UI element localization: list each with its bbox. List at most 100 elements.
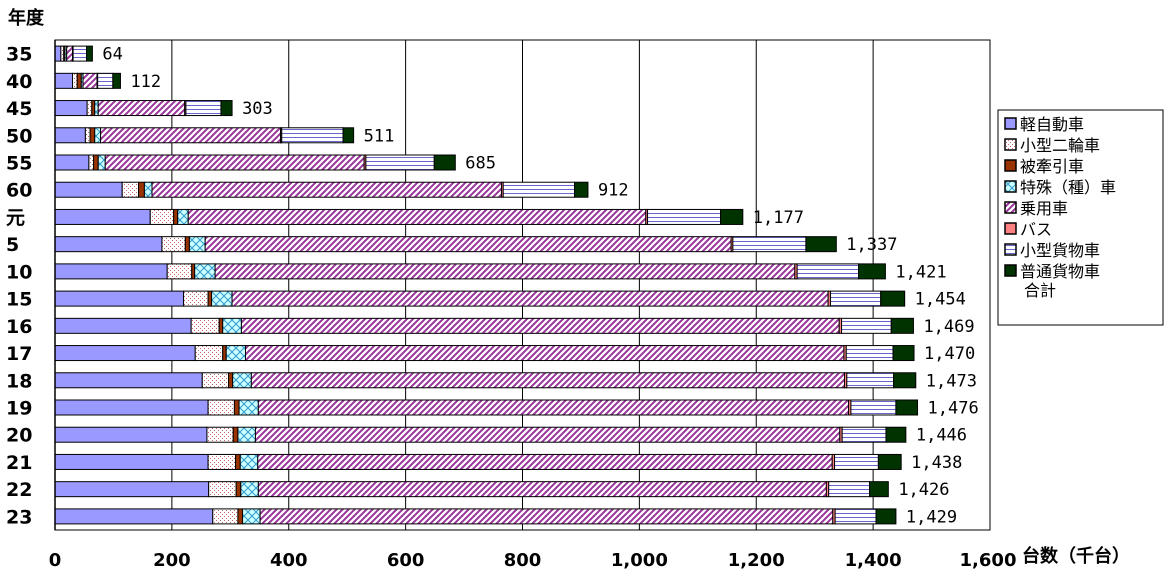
legend-swatch — [1004, 222, 1017, 235]
gridlines — [54, 39, 991, 531]
bar-segment — [72, 72, 78, 89]
bar-segment — [204, 236, 732, 253]
bar-segment — [228, 372, 234, 389]
legend-label: 小型二輪車 — [1020, 136, 1100, 155]
bar-segment — [94, 100, 99, 117]
x-tick-label: 200 — [153, 550, 191, 571]
bar-segment — [185, 100, 222, 117]
total-label: 1,429 — [906, 507, 957, 527]
y-tick-label: 35 — [6, 44, 32, 66]
bar-segment — [54, 127, 86, 144]
bar-segment — [242, 508, 261, 525]
bar-segment — [239, 453, 259, 470]
bar-segment — [212, 508, 239, 525]
y-tick-label: 22 — [6, 479, 32, 501]
bar-segment — [829, 290, 882, 307]
y-axis-title: 年度 — [8, 7, 45, 29]
bar-segment — [207, 290, 213, 307]
bar-segment — [885, 426, 907, 443]
bar-segment — [222, 317, 242, 334]
bar-segment — [647, 208, 722, 225]
legend-swatch — [1004, 159, 1017, 172]
bar-segment — [880, 290, 906, 307]
y-tick-label: 元 — [6, 207, 25, 229]
y-tick-label: 17 — [6, 343, 32, 365]
bar-segment — [166, 263, 193, 280]
y-tick-label: 45 — [6, 98, 32, 120]
bar-segment — [54, 236, 163, 253]
bar-segment — [259, 508, 834, 525]
bar-segment — [86, 100, 93, 117]
bar-segment — [893, 372, 917, 389]
total-label: 1,454 — [915, 290, 966, 310]
bar-segment — [257, 481, 827, 498]
y-tick-label: 16 — [6, 316, 32, 338]
bars — [54, 45, 919, 525]
bar-segment — [207, 399, 235, 416]
y-tick-label: 5 — [6, 234, 19, 256]
y-tick-label: 10 — [6, 261, 32, 283]
bar-segment — [54, 154, 90, 171]
bar-segment — [245, 345, 845, 362]
y-tick-label: 23 — [6, 506, 32, 528]
bar-segment — [574, 181, 589, 198]
legend-swatch — [1004, 180, 1017, 193]
bar-segment — [846, 372, 895, 389]
y-tick-label: 15 — [6, 289, 32, 311]
bar-segment — [194, 263, 216, 280]
total-label: 1,337 — [846, 235, 897, 255]
bar-segment — [177, 208, 189, 225]
bar-segment — [97, 100, 186, 117]
y-tick-label: 40 — [6, 71, 32, 93]
bar-segment — [206, 426, 234, 443]
bar-segment — [218, 317, 224, 334]
bar-segment — [54, 100, 88, 117]
bar-segment — [828, 481, 871, 498]
x-tick-label: 1,600 — [960, 550, 1017, 571]
bar-segment — [104, 154, 365, 171]
bar-segment — [54, 72, 74, 89]
bar-segment — [869, 481, 889, 498]
bar-segment — [235, 481, 242, 498]
bar-segment — [54, 208, 151, 225]
x-axis-title: 台数（千台） — [1022, 545, 1130, 567]
x-tick-label: 800 — [504, 550, 542, 571]
bar-segment — [232, 426, 239, 443]
bar-segment — [732, 236, 807, 253]
bar-segment — [201, 372, 230, 389]
bar-segment — [254, 426, 841, 443]
bar-segment — [187, 208, 647, 225]
bar-segment — [54, 290, 185, 307]
bar-segment — [82, 72, 98, 89]
x-tick-label: 1,200 — [728, 550, 785, 571]
legend-label: 普通貨物車 — [1020, 262, 1100, 281]
total-label: 1,470 — [924, 344, 975, 364]
total-label: 64 — [102, 45, 122, 65]
total-label: 1,426 — [898, 480, 949, 500]
y-tick-label: 50 — [6, 125, 32, 147]
bar-segment — [222, 345, 227, 362]
bar-segment — [184, 236, 190, 253]
x-tick-label: 1,400 — [845, 550, 902, 571]
bar-segment — [149, 208, 175, 225]
legend-label-total: 合計 — [1024, 281, 1056, 300]
legend-label: 乗用車 — [1020, 199, 1068, 218]
labels: 643511240303455115068555912601,177元1,337… — [6, 7, 1130, 571]
bar-segment — [97, 72, 114, 89]
bar-segment — [720, 208, 744, 225]
bar-segment — [834, 508, 877, 525]
bar-segment — [240, 481, 259, 498]
bar-segment — [112, 72, 121, 89]
y-tick-label: 60 — [6, 180, 32, 202]
bar-segment — [54, 263, 168, 280]
legend-swatch — [1004, 243, 1017, 256]
bar-segment — [97, 154, 106, 171]
x-tick-label: 1,000 — [611, 550, 668, 571]
total-label: 1,469 — [923, 317, 974, 337]
y-tick-label: 55 — [6, 153, 32, 175]
total-label: 112 — [130, 72, 161, 92]
bar-segment — [54, 45, 62, 62]
bar-segment — [190, 317, 220, 334]
bar-segment — [895, 399, 919, 416]
